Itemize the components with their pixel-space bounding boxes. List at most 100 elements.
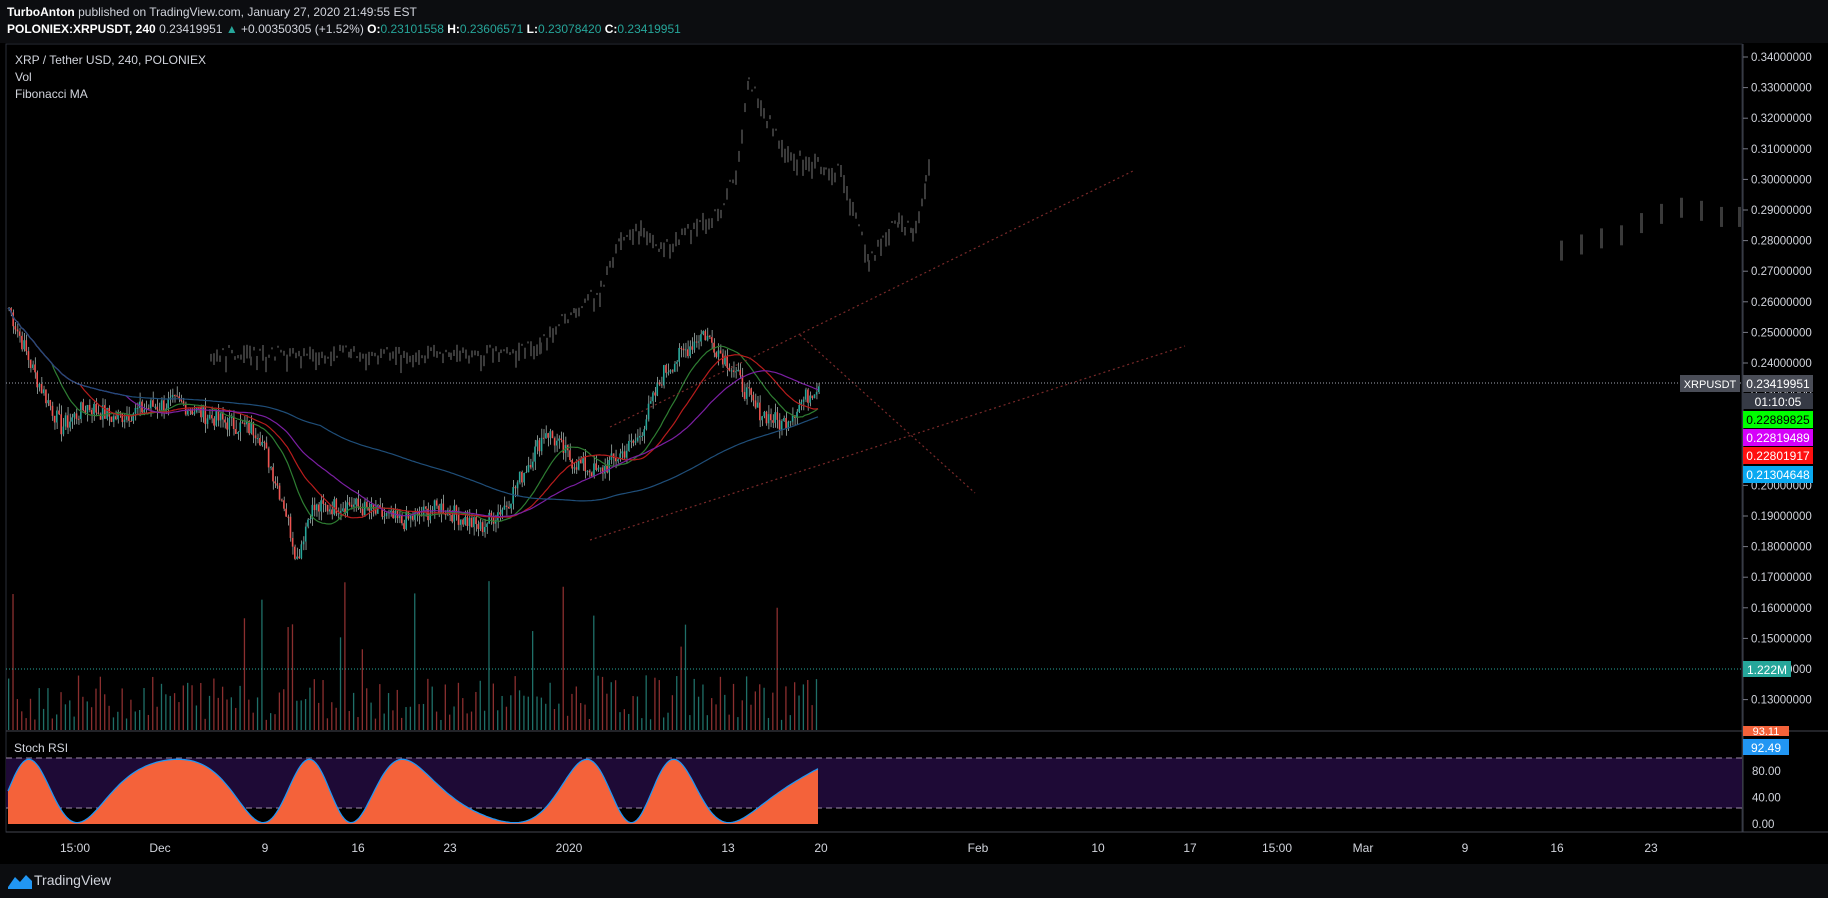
candle-body [532,461,534,468]
volume-bar [339,637,342,730]
candle [737,362,739,372]
candle [818,382,820,394]
candle [405,506,407,531]
candle-body [62,426,65,435]
volume-bar [614,680,617,730]
ghost-candle [904,227,906,236]
candle-body [791,415,794,422]
candle-body [342,508,344,511]
ghost-candle [705,219,707,234]
ghost-candle [309,346,311,360]
volume-bar [754,691,756,730]
ghost-candle [618,238,620,242]
ghost-candle [897,222,899,228]
candle [608,455,610,481]
candle-body [339,510,342,514]
high-value: 0.23606571 [459,22,524,36]
volume-bar [802,684,805,730]
candle-body [110,416,113,422]
ghost-candle [690,229,692,245]
candle-body [765,411,768,424]
volume-bar [772,692,774,730]
candle-body [645,419,648,430]
ghost-candle [474,350,476,356]
stoch-k-badge: 93.11 [1753,726,1780,738]
tradingview-logo-icon[interactable] [8,873,32,889]
candle [66,407,69,434]
candle [691,337,693,355]
price-tick-label: 0.16000000 [1751,603,1812,615]
volume-bar [25,718,27,730]
volume-bar [29,698,32,730]
candle-body [652,392,654,402]
chart-canvas[interactable]: XRP / Tether USD, 240, POLONIEX Vol Fibo… [0,0,1828,864]
ghost-candle [702,212,704,231]
candle [577,456,580,471]
candle-body [374,508,377,514]
candle [545,425,547,439]
ghost-candle [456,344,458,362]
candle-body [455,505,458,515]
candle [726,349,728,377]
ghost-candle [729,179,731,182]
candle [584,449,586,479]
candle-body [88,404,91,410]
candle-body [372,503,375,509]
ghost-candle [265,356,267,373]
candle [283,496,285,512]
symbol-tag: XRPUSDT [1684,379,1737,391]
volume-bar [593,615,595,730]
candle-body [429,513,431,521]
candle-body [525,472,528,474]
candle [16,321,19,338]
ghost-candle [521,343,523,346]
candle [811,395,814,400]
volume-bar [21,711,23,730]
candle [562,432,565,460]
candle-body [47,400,49,404]
candle [128,406,130,427]
ghost-candle [635,223,637,232]
candle-body [420,515,423,517]
volume-bar [462,698,464,730]
candle [158,402,161,412]
volume-bar [492,683,494,730]
price-tick-label: 0.34000000 [1751,52,1812,64]
volume-bar [208,695,211,730]
candle-body [556,440,558,446]
ghost-candle [303,348,305,357]
ghost-candle [406,352,408,364]
author-name[interactable]: TurboAnton [7,5,75,19]
candle [745,383,748,405]
candle [658,379,661,387]
time-axis[interactable]: 15:00 Dec 9 16 23 2020 13 20 Feb 10 17 15:00 Mar 9 16 2… [60,841,1658,855]
candle [654,386,656,403]
candle [403,519,405,532]
candle-body [536,440,538,447]
tradingview-brand[interactable]: TradingView [34,872,112,888]
volume-bar [483,710,486,730]
ghost-candle [318,352,320,366]
ghost-candle [723,203,725,206]
candle-body [728,367,731,371]
candle [224,416,226,429]
countdown-badge: 01:10:05 [1755,395,1802,409]
candle [25,334,28,356]
volume-bar [169,695,171,730]
candle-body [695,341,698,343]
candle-body [481,522,484,533]
ghost-candle [524,347,526,359]
candle [470,513,473,528]
candle [219,411,222,428]
volume-bar [73,716,75,730]
candle-body [324,503,327,505]
candle-body [23,340,25,350]
stoch-rsi-area [7,758,819,824]
ghost-candle [500,349,502,354]
candle [479,517,482,532]
candle [791,407,794,426]
candle-body [25,340,28,352]
candle [645,414,648,431]
ghost-candle [796,159,798,176]
stoch-axis[interactable]: 80.00 40.00 0.00 [1752,766,1781,831]
